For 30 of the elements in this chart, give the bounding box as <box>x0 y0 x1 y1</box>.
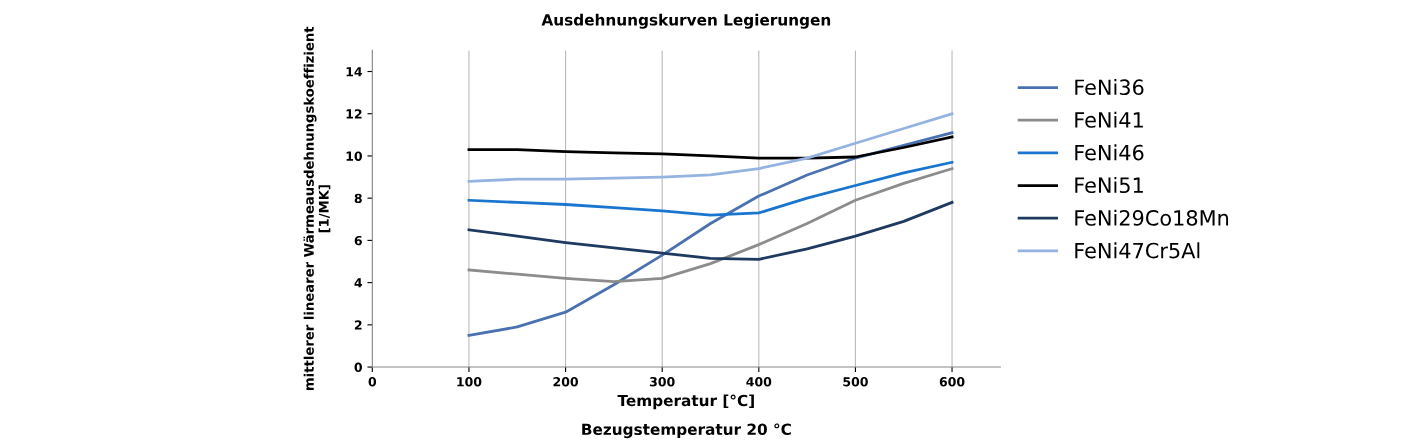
x-tick-label: 100 <box>457 377 482 387</box>
y-axis-title: mittlerer linearer Wärmeausdehnungskoeffizient [1/MK] <box>303 26 331 390</box>
legend-label: FeNi29Co18Mn <box>1075 209 1229 226</box>
legend-label: FeNi41 <box>1075 111 1143 128</box>
y-tick-label: 2 <box>354 320 362 330</box>
x-tick-label: 500 <box>843 377 868 387</box>
y-tick-label: 12 <box>346 109 362 119</box>
x-tick-label: 300 <box>649 377 675 387</box>
x-tick-label: 0 <box>368 377 377 387</box>
chart-title: Ausdehnungskurven Legierungen <box>541 13 831 29</box>
legend-label: FeNi36 <box>1075 78 1144 96</box>
y-tick-label: 4 <box>354 278 363 288</box>
y-tick-label: 6 <box>354 235 362 246</box>
x-tick-label: 600 <box>939 377 965 387</box>
text: Bezugstemperatur 20 °C <box>582 423 791 439</box>
legend-label: FeNi51 <box>1075 176 1143 194</box>
legend-label: FeNi47Cr5Al <box>1075 242 1200 259</box>
line-series <box>467 167 954 283</box>
line-series <box>467 135 954 160</box>
y-tick-label: 14 <box>346 67 363 77</box>
x-axis-title: Temperatur [°C] <box>617 394 754 410</box>
x-tick-label: 400 <box>746 377 772 387</box>
line-series <box>467 160 954 217</box>
x-tick-label: 200 <box>553 377 579 387</box>
legend-label: FeNi46 <box>1075 144 1144 161</box>
line-series <box>467 112 954 183</box>
y-tick-label: 10 <box>346 151 363 161</box>
y-tick-label: 8 <box>354 193 362 204</box>
line-series <box>467 201 954 261</box>
y-tick-label: 0 <box>354 362 363 372</box>
